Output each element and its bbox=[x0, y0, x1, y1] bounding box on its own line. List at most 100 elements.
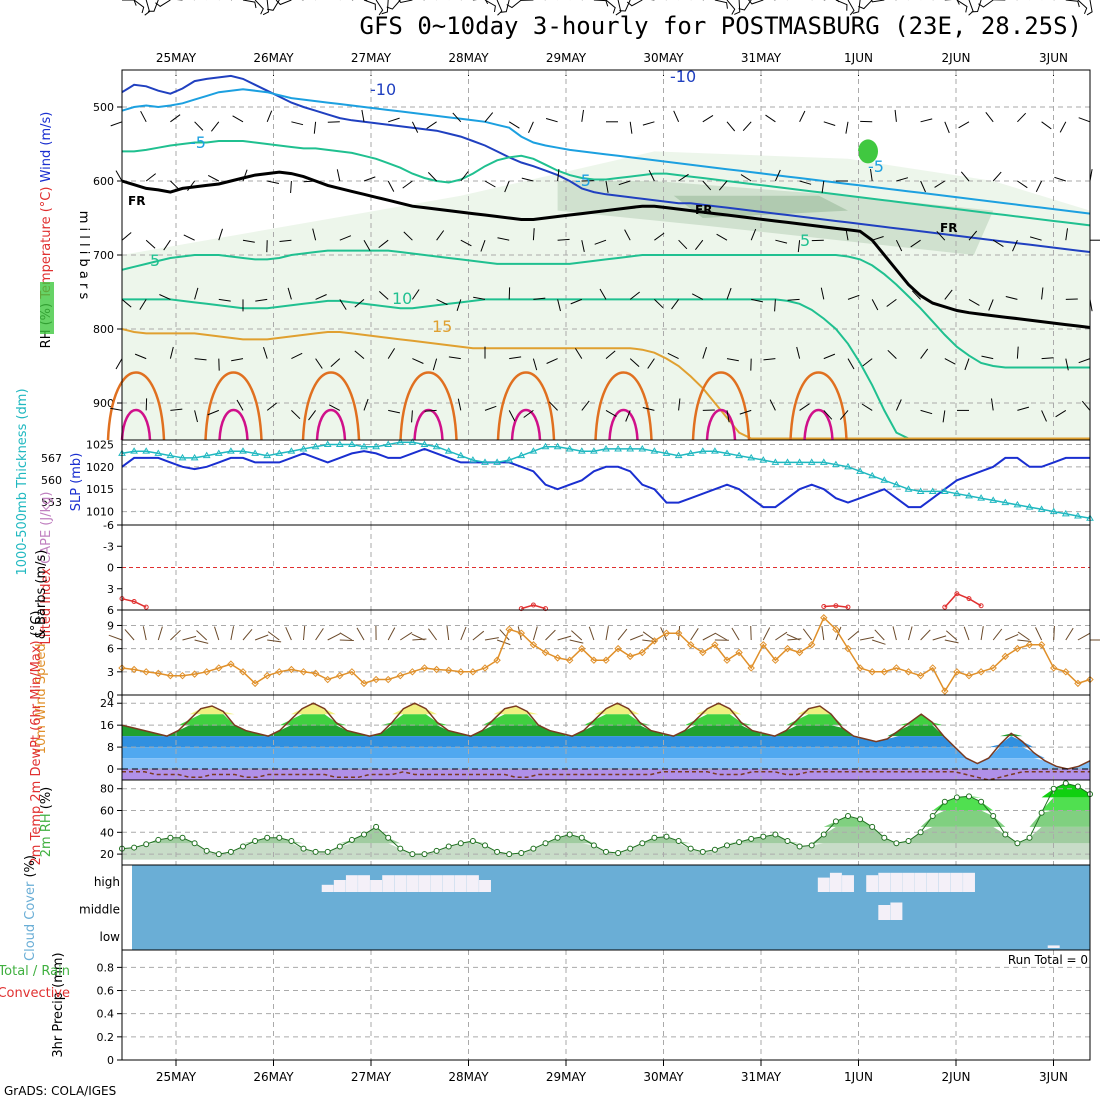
upper-wind-barb bbox=[194, 410, 198, 423]
cloud-cell-high bbox=[345, 875, 358, 892]
rh-2m-panel: 20 40 60 80 2m RH (%) bbox=[39, 779, 1093, 866]
cloud-cell-high bbox=[358, 875, 370, 892]
cloud-cell-high bbox=[430, 875, 443, 892]
wind-speed-point bbox=[154, 669, 163, 678]
temperature-contour bbox=[121, 249, 1090, 369]
upper-wind-barb bbox=[619, 0, 631, 12]
rh-legend-swatch bbox=[40, 282, 54, 334]
upper-wind-barb bbox=[133, 0, 145, 14]
lifted-index-point bbox=[143, 604, 149, 610]
rh-point bbox=[324, 848, 331, 855]
upper-wind-barb bbox=[751, 298, 764, 303]
upper-wind-barb bbox=[747, 0, 764, 5]
lifted-index-point bbox=[543, 606, 548, 612]
rh-ytick-label: 80 bbox=[100, 783, 114, 796]
rh-point bbox=[240, 843, 246, 850]
rh-band bbox=[122, 843, 1090, 860]
upper-wind-barb bbox=[115, 358, 123, 370]
upper-wind-barb bbox=[944, 289, 953, 300]
warm-lobe-contour bbox=[399, 371, 458, 441]
upper-wind-barb bbox=[1035, 180, 1043, 193]
wind-speed-point bbox=[614, 644, 622, 653]
wind-speed-point bbox=[505, 625, 513, 634]
bottom-date-label: 26MAY bbox=[253, 1070, 294, 1084]
temp-ytick-label: 0 bbox=[107, 763, 114, 776]
rh-point bbox=[433, 847, 440, 854]
upper-wind-barb bbox=[702, 180, 712, 191]
upper-wind-barb bbox=[944, 0, 960, 5]
warm-lobe-contour bbox=[204, 371, 263, 441]
rh-point bbox=[699, 848, 706, 855]
temperature-contour bbox=[121, 74, 1091, 253]
bottom-date-label: 31MAY bbox=[741, 1070, 782, 1084]
hot-lobe-contour bbox=[705, 408, 737, 441]
cloud-cell-high bbox=[442, 875, 455, 892]
cloud-cell-middle bbox=[878, 905, 891, 920]
upper-wind-barb bbox=[363, 176, 376, 182]
rh-point bbox=[312, 848, 319, 855]
upper-wind-barb bbox=[218, 228, 223, 241]
upper-wind-barb bbox=[255, 298, 268, 302]
wind-speed-point bbox=[578, 644, 586, 653]
upper-wind-barb bbox=[398, 0, 413, 4]
freezing-level-label: FR bbox=[695, 203, 712, 217]
upper-wind-barb bbox=[460, 171, 469, 182]
li-ylabel-part: Lifted Index bbox=[39, 568, 54, 645]
upper-wind-barb bbox=[750, 228, 757, 241]
thickness-point bbox=[759, 456, 768, 463]
thickness-point bbox=[529, 447, 538, 454]
upper-wind-barb bbox=[139, 299, 147, 310]
rh-point bbox=[469, 838, 476, 845]
upper-wind-barb bbox=[570, 298, 582, 305]
wind-ylabel-part: 10m Wind bbox=[34, 688, 49, 754]
upper-wind-barb bbox=[870, 0, 885, 3]
upper-wind-barb bbox=[354, 299, 365, 308]
upper-wind-barb bbox=[242, 169, 248, 182]
wind-10m-barb bbox=[980, 626, 984, 641]
wind-10m-barb bbox=[944, 639, 959, 644]
wind-speed-point bbox=[844, 644, 852, 653]
upper-wind-barb bbox=[847, 294, 860, 300]
wind-10m-barb bbox=[588, 626, 595, 641]
top-date-label: 31MAY bbox=[741, 51, 782, 65]
upper-wind-barb bbox=[432, 358, 438, 371]
upper-wind-barb bbox=[403, 231, 413, 241]
wind-speed-point bbox=[384, 675, 392, 684]
upper-wind-barb bbox=[968, 0, 974, 16]
temperature-contour-label: -5 bbox=[190, 133, 206, 152]
upper-wind-barb bbox=[242, 0, 257, 9]
wind-speed-point bbox=[348, 668, 356, 676]
upper-ylabel-part: Wind (m/s) bbox=[39, 112, 54, 187]
rh-point bbox=[966, 793, 972, 800]
wind-10m-barb bbox=[557, 635, 572, 641]
upper-wind-barb bbox=[411, 121, 419, 133]
thickness-point bbox=[856, 467, 864, 474]
rh-point bbox=[506, 851, 513, 858]
upper-wind-barb bbox=[506, 0, 522, 9]
precip-ytick-label: 0.8 bbox=[97, 961, 115, 974]
wind-10m-barb bbox=[1035, 627, 1043, 641]
warm-lobe-contour bbox=[106, 371, 166, 441]
wind-speed-point bbox=[432, 665, 441, 674]
upper-wind-barb bbox=[267, 0, 280, 11]
cloud-cell-high bbox=[950, 872, 963, 892]
upper-ytick-label: 900 bbox=[93, 397, 114, 410]
temperature-contour-label: 10 bbox=[392, 289, 412, 308]
wind-10m-barb bbox=[714, 632, 728, 641]
thickness-point bbox=[686, 449, 695, 456]
upper-wind-barb bbox=[910, 239, 921, 248]
upper-wind-barb bbox=[821, 180, 825, 193]
wind-speed-point bbox=[868, 668, 876, 676]
wind-speed-point bbox=[1001, 652, 1010, 661]
wind-speed-point bbox=[977, 668, 985, 676]
upper-wind-barb bbox=[823, 353, 836, 360]
upper-wind-barb bbox=[457, 398, 462, 411]
wind-speed-point bbox=[650, 637, 659, 645]
upper-wind-barb bbox=[339, 235, 352, 241]
wind-frame bbox=[121, 609, 1091, 696]
wind-speed-point bbox=[1013, 644, 1022, 653]
temperature-contour bbox=[121, 88, 1091, 215]
rh-ytick-label: 40 bbox=[100, 826, 114, 839]
warm-lobe-contour bbox=[789, 371, 848, 441]
upper-wind-barb bbox=[533, 297, 546, 300]
